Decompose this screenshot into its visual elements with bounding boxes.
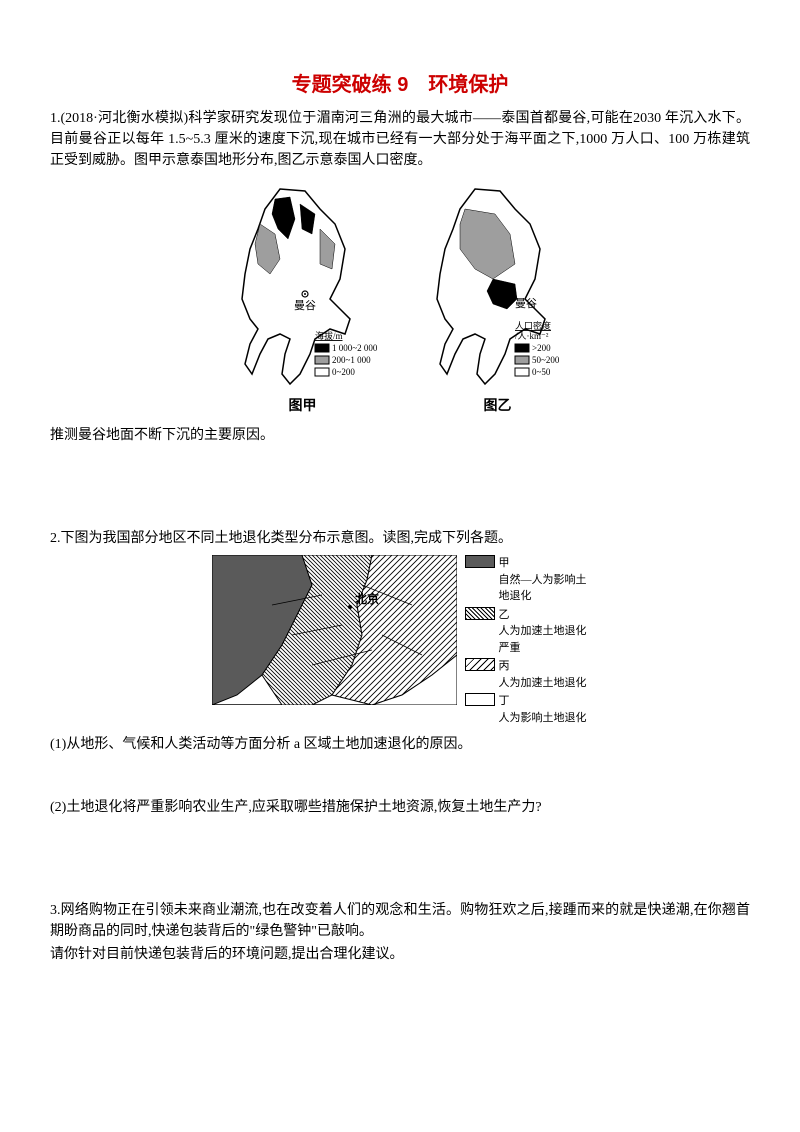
q2-leg2-desc: 人为加速土地退化 bbox=[499, 677, 587, 689]
spacer bbox=[50, 820, 750, 900]
map-b-city: 曼谷 bbox=[515, 297, 537, 310]
map-b-leg1: 50~200 bbox=[532, 355, 560, 365]
maps-container: 曼谷 海拔/m 1 000~2 000 200~1 000 0~200 图甲 bbox=[50, 179, 750, 417]
map-b-legend-title: 人口密度 bbox=[515, 320, 551, 331]
map-b-leg0: >200 bbox=[532, 343, 551, 353]
q2-figure: 北京 甲自然—人为影响土地退化 乙人为加速土地退化严重 丙人为加速土地退化 丁人… bbox=[50, 555, 750, 728]
q2-leg1-desc: 人为加速土地退化严重 bbox=[499, 625, 587, 654]
map-b: 曼谷 人口密度 /人·km⁻² >200 50~200 0~50 图乙 bbox=[415, 179, 580, 417]
map-a: 曼谷 海拔/m 1 000~2 000 200~1 000 0~200 图甲 bbox=[220, 179, 385, 417]
q2-leg0-label: 甲 bbox=[499, 557, 510, 569]
q2-leg0-desc: 自然—人为影响土地退化 bbox=[499, 574, 587, 603]
q2-leg2-label: 丙 bbox=[499, 660, 510, 672]
q3-prompt: 请你针对目前快递包装背后的环境问题,提出合理化建议。 bbox=[50, 944, 750, 965]
map-a-leg0: 1 000~2 000 bbox=[332, 343, 378, 353]
map-a-city: 曼谷 bbox=[294, 299, 316, 312]
q1-heading: 1.(2018·河北衡水模拟)科学家研究发现位于湄南河三角洲的最大城市——泰国首… bbox=[50, 108, 750, 171]
q2-map-svg: 北京 bbox=[212, 555, 457, 705]
q2-leg1-label: 乙 bbox=[499, 609, 510, 621]
map-a-legend-title: 海拔/m bbox=[315, 330, 343, 341]
map-b-leg2: 0~50 bbox=[532, 367, 551, 377]
q2-leg3-desc: 人为影响土地退化 bbox=[499, 712, 587, 724]
map-a-leg2: 0~200 bbox=[332, 367, 355, 377]
map-a-caption: 图甲 bbox=[289, 396, 317, 417]
q2-leg3-label: 丁 bbox=[499, 695, 510, 707]
spacer bbox=[50, 757, 750, 797]
q2-city-label: 北京 bbox=[355, 591, 379, 606]
map-a-leg1: 200~1 000 bbox=[332, 355, 371, 365]
map-a-svg: 曼谷 海拔/m 1 000~2 000 200~1 000 0~200 bbox=[220, 179, 385, 394]
q2-sub1: (1)从地形、气候和人类活动等方面分析 a 区域土地加速退化的原因。 bbox=[50, 734, 750, 755]
map-b-caption: 图乙 bbox=[484, 396, 512, 417]
q2-sub2: (2)土地退化将严重影响农业生产,应采取哪些措施保护土地资源,恢复土地生产力? bbox=[50, 797, 750, 818]
q2-legend: 甲自然—人为影响土地退化 乙人为加速土地退化严重 丙人为加速土地退化 丁人为影响… bbox=[465, 555, 589, 728]
q1-prompt: 推测曼谷地面不断下沉的主要原因。 bbox=[50, 425, 750, 446]
map-b-legend-unit: /人·km⁻² bbox=[515, 331, 549, 341]
map-b-svg: 曼谷 人口密度 /人·km⁻² >200 50~200 0~50 bbox=[415, 179, 580, 394]
spacer bbox=[50, 448, 750, 528]
page-title: 专题突破练 9 环境保护 bbox=[50, 70, 750, 100]
q3-heading: 3.网络购物正在引领未来商业潮流,也在改变着人们的观念和生活。购物狂欢之后,接踵… bbox=[50, 900, 750, 942]
q2-heading: 2.下图为我国部分地区不同土地退化类型分布示意图。读图,完成下列各题。 bbox=[50, 528, 750, 549]
